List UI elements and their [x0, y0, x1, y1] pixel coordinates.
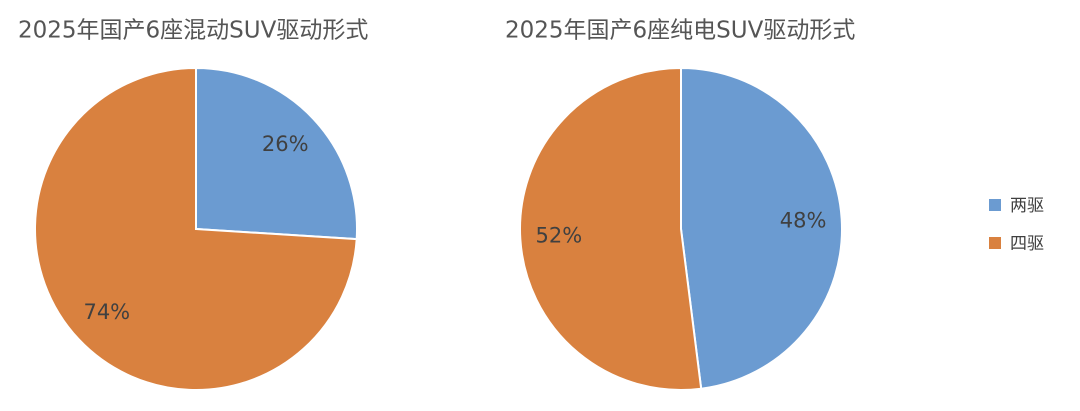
value-label: 48%: [780, 208, 827, 232]
value-label: 52%: [536, 224, 583, 248]
legend-label: 四驱: [1010, 234, 1044, 254]
value-label: 74%: [83, 300, 130, 324]
legend-label: 两驱: [1010, 196, 1044, 216]
pie-slice: [518, 66, 703, 391]
pie-slice: [34, 66, 358, 391]
pie-slice: [680, 66, 843, 390]
legend-swatch: [989, 237, 1001, 249]
pie-slice: [195, 66, 358, 241]
legend-swatch: [989, 199, 1001, 211]
chart-title: 2025年国产6座纯电SUV驱动形式: [505, 18, 855, 44]
chart-title: 2025年国产6座混动SUV驱动形式: [18, 18, 368, 44]
value-label: 26%: [262, 132, 309, 156]
